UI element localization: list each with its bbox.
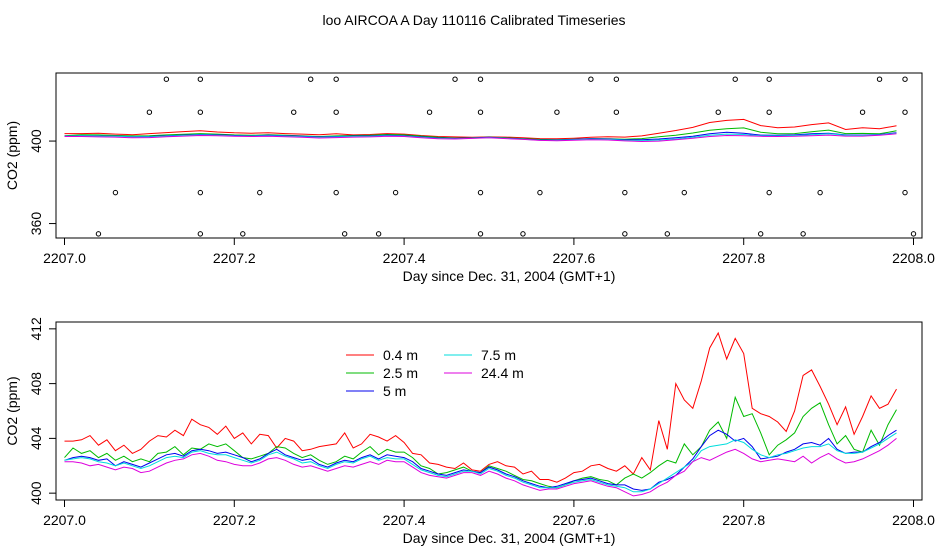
legend-label: 2.5 m: [383, 365, 418, 381]
data-point: [817, 189, 823, 196]
data-point: [664, 231, 670, 237]
data-point: [910, 231, 917, 237]
data-point: [163, 76, 170, 82]
data-point: [622, 231, 628, 237]
data-point: [146, 109, 153, 115]
data-point: [257, 189, 263, 196]
data-point: [426, 109, 433, 115]
data-point: [902, 109, 908, 115]
data-point: [859, 109, 866, 115]
y-tick-label: 400: [28, 481, 44, 505]
data-point: [876, 76, 883, 82]
y-tick-label: 412: [28, 317, 44, 341]
chart-title: loo AIRCOA A Day 110116 Calibrated Times…: [323, 12, 626, 28]
data-point: [333, 109, 339, 115]
data-point: [375, 231, 382, 237]
data-point: [715, 109, 721, 115]
y-tick-label: 408: [28, 372, 44, 396]
x-tick-label: 2207.2: [213, 250, 256, 266]
data-point: [766, 109, 772, 115]
x-tick-label: 2208.0: [892, 250, 935, 266]
y-tick-label: 360: [28, 212, 44, 236]
legend: 0.4 m 2.5 m 5 m 7.5 m 24.4 m: [346, 347, 524, 399]
data-point: [537, 189, 543, 196]
data-point: [732, 76, 738, 82]
data-point: [477, 109, 484, 115]
plot-frame: [55, 321, 923, 501]
x-tick-label: 2207.4: [383, 250, 426, 266]
y-tick-label: 400: [28, 129, 44, 153]
series-line-4: [64, 432, 897, 493]
x-tick-label: 2207.8: [722, 512, 765, 528]
plot-frame: [55, 72, 923, 239]
x-tick-label: 2207.4: [383, 512, 426, 528]
data-point: [197, 109, 204, 115]
data-point: [902, 76, 908, 82]
x-tick-label: 2208.0: [892, 512, 935, 528]
data-point: [197, 189, 204, 196]
data-point: [554, 109, 560, 115]
data-point: [622, 189, 628, 196]
data-point: [477, 231, 484, 237]
legend-label: 7.5 m: [481, 347, 516, 363]
data-point: [291, 109, 297, 115]
x-tick-label: 2207.0: [43, 512, 86, 528]
y-tick-label: 404: [28, 426, 44, 450]
data-point: [112, 189, 119, 196]
series-line-3: [64, 429, 897, 491]
data-point: [197, 76, 204, 82]
y-axis-label: CO2 (ppm): [4, 376, 20, 445]
x-tick-label: 2207.6: [552, 250, 595, 266]
x-tick-label: 2207.8: [722, 250, 765, 266]
legend-label: 24.4 m: [481, 365, 524, 381]
data-point: [95, 231, 102, 237]
series-line-1: [64, 331, 897, 483]
data-point: [477, 76, 484, 82]
y-axis-label: CO2 (ppm): [4, 121, 20, 190]
legend-label: 5 m: [383, 383, 406, 399]
x-axis-label: Day since Dec. 31, 2004 (GMT+1): [403, 268, 616, 284]
data-point: [766, 76, 772, 82]
panel-1: 2207.0 2207.2 2207.4 2207.6 2207.8 2208.0 360 4…: [4, 72, 935, 284]
data-point: [588, 76, 594, 82]
data-point: [757, 231, 764, 237]
data-point: [613, 76, 620, 82]
x-tick-label: 2207.0: [43, 250, 86, 266]
x-tick-label: 2207.6: [552, 512, 595, 528]
series-line-5: [64, 438, 897, 497]
data-point: [197, 231, 204, 237]
legend-label: 0.4 m: [383, 347, 418, 363]
data-point: [392, 189, 399, 196]
data-point: [308, 76, 314, 82]
data-point: [520, 231, 526, 237]
panel-2: 2207.0 2207.2 2207.4 2207.6 2207.8 2208.0 400 4…: [4, 317, 935, 546]
data-point: [333, 76, 339, 82]
data-point: [902, 189, 908, 196]
data-point: [452, 76, 458, 82]
data-point: [766, 189, 772, 196]
data-point: [613, 109, 620, 115]
data-point: [240, 231, 246, 237]
data-point: [333, 189, 339, 196]
data-point: [341, 231, 348, 237]
series-line-5: [64, 133, 897, 143]
x-tick-label: 2207.2: [213, 512, 256, 528]
data-point: [477, 189, 484, 196]
x-axis-label: Day since Dec. 31, 2004 (GMT+1): [403, 530, 616, 546]
data-point: [800, 231, 806, 237]
data-point: [681, 189, 687, 196]
